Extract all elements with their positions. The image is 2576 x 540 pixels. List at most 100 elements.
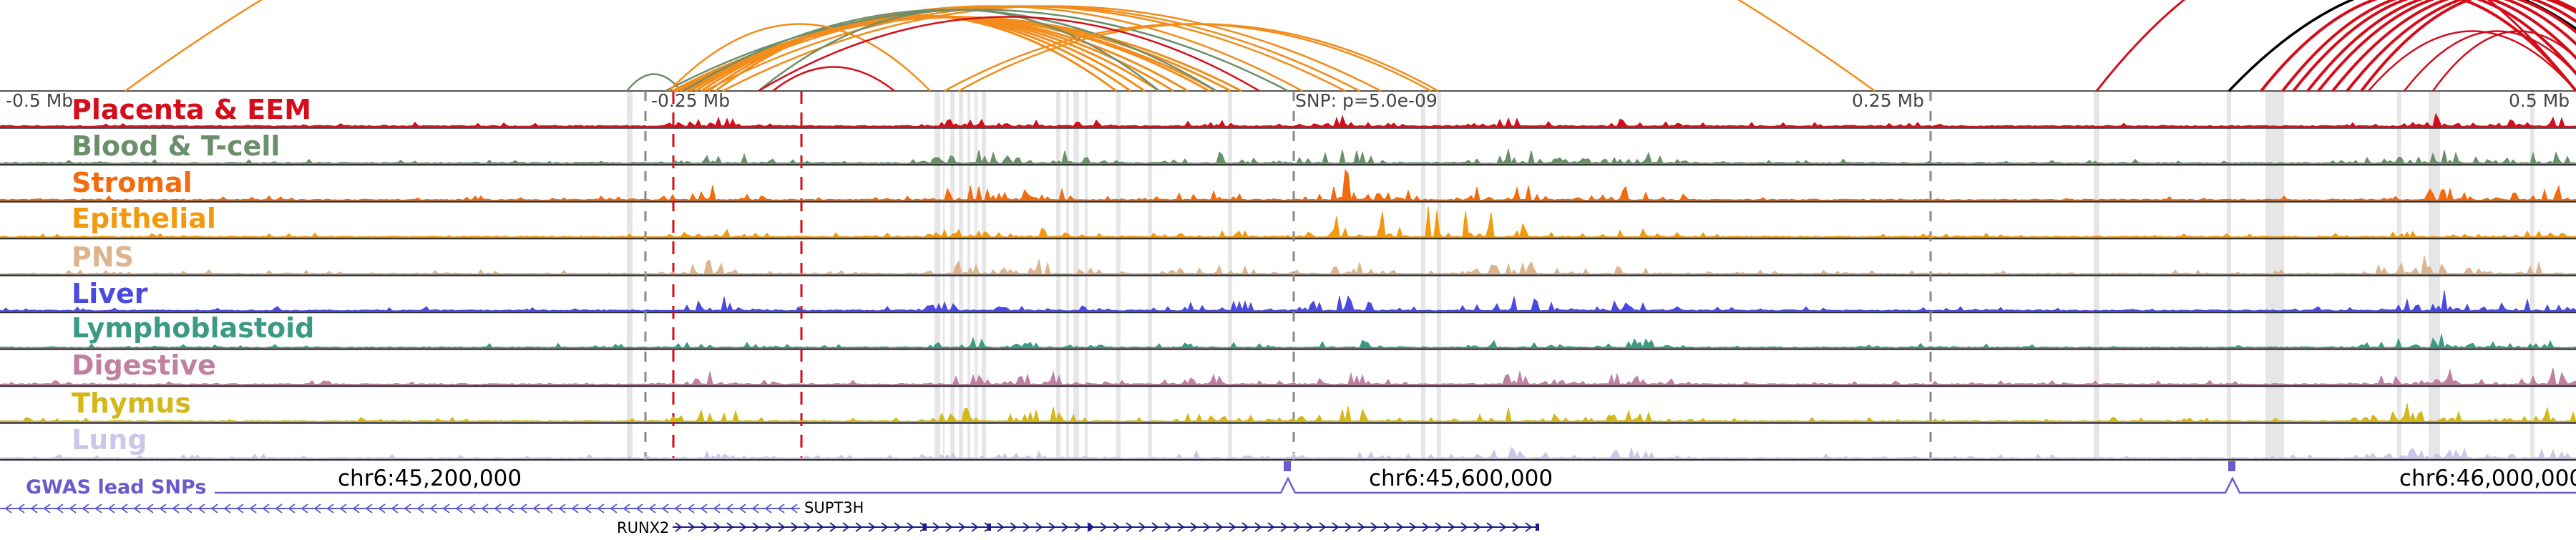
strand-arrow <box>391 503 399 514</box>
strand-arrow <box>1100 522 1108 532</box>
strand-arrow <box>1190 522 1198 532</box>
strand-arrow <box>1499 522 1507 532</box>
strand-arrow <box>687 503 695 514</box>
strand-arrow <box>43 503 51 514</box>
interaction-arc <box>2260 0 2576 92</box>
strand-arrow <box>378 503 386 514</box>
interaction-arc <box>2317 0 2576 92</box>
strand-arrow <box>1229 522 1236 532</box>
strand-arrow <box>197 503 205 514</box>
strand-arrow <box>1267 522 1275 532</box>
interaction-arc <box>958 23 1439 92</box>
interaction-arc <box>2292 0 2576 92</box>
strand-arrow <box>1023 522 1030 532</box>
signal-track <box>0 255 2576 275</box>
interaction-arc <box>2404 30 2576 92</box>
strand-arrow <box>1241 522 1249 532</box>
strand-arrow <box>30 503 38 514</box>
strand-arrow <box>1035 522 1043 532</box>
strand-arrow <box>907 522 914 532</box>
strand-arrow <box>1177 522 1185 532</box>
strand-arrow <box>146 503 154 514</box>
strand-arrow <box>313 503 321 514</box>
strand-arrow <box>352 503 360 514</box>
strand-arrow <box>816 522 824 532</box>
gwas-track-label: GWAS lead SNPs <box>26 476 207 498</box>
gene-exon <box>923 524 927 531</box>
strand-arrow <box>675 522 683 532</box>
signal-track <box>0 403 2576 423</box>
strand-arrow <box>481 503 489 514</box>
strand-arrow <box>791 522 799 532</box>
signal-track <box>0 149 2576 165</box>
strand-arrow <box>597 503 605 514</box>
ruler-label-minus-0-25: -0.25 Mb <box>651 90 731 111</box>
strand-arrow <box>1332 522 1340 532</box>
gene-label-runx2: RUNX2 <box>617 519 670 536</box>
ruler-label-minus-0-5: -0.5 Mb <box>6 90 74 111</box>
strand-arrow <box>56 503 64 514</box>
strand-arrow <box>172 503 180 514</box>
interaction-arc <box>2368 30 2576 92</box>
strand-arrow <box>623 503 630 514</box>
strand-arrow <box>1448 522 1455 532</box>
strand-arrow <box>868 522 876 532</box>
gene-label-supt3h: SUPT3H <box>804 499 864 516</box>
track-label-digestive: Digestive <box>72 349 216 381</box>
signal-track <box>0 334 2576 349</box>
strand-arrow <box>1074 522 1082 532</box>
interaction-arc <box>2306 0 2576 92</box>
strand-arrow <box>1138 522 1146 532</box>
strand-arrow <box>326 503 334 514</box>
strand-arrow <box>1345 522 1352 532</box>
strand-arrow <box>1460 522 1468 532</box>
ruler-label-plus-0-5: 0.5 Mb <box>2509 90 2570 111</box>
strand-arrow <box>1293 522 1301 532</box>
ruler-label-plus-0-25: 0.25 Mb <box>1852 90 1925 111</box>
strand-arrow <box>1370 522 1378 532</box>
strand-arrow <box>223 503 231 514</box>
signal-track <box>0 169 2576 202</box>
interaction-arc <box>2346 0 2576 92</box>
strand-arrow <box>855 522 863 532</box>
strand-arrow <box>635 503 643 514</box>
strand-arrow <box>610 503 618 514</box>
gwas-track-line <box>215 476 2576 494</box>
track-label-blood: Blood & T-cell <box>72 130 280 162</box>
signal-track <box>0 206 2576 238</box>
track-label-placenta: Placenta & EEM <box>72 94 312 125</box>
strand-arrow <box>545 503 553 514</box>
strand-arrow <box>894 522 902 532</box>
strand-arrow <box>777 503 785 514</box>
interaction-arc <box>2331 0 2576 92</box>
strand-arrow <box>275 503 283 514</box>
strand-arrow <box>713 522 721 532</box>
strand-arrow <box>1306 522 1314 532</box>
signal-track <box>0 112 2576 127</box>
strand-arrow <box>339 503 347 514</box>
ruler-label-snp: SNP: p=5.0e-09 <box>1295 90 1438 111</box>
strand-arrow <box>881 522 889 532</box>
strand-arrow <box>532 503 540 514</box>
interaction-arc <box>2431 30 2576 92</box>
strand-arrow <box>69 503 77 514</box>
strand-arrow <box>764 503 772 514</box>
interaction-arc <box>686 5 1346 92</box>
strand-arrow <box>945 522 953 532</box>
strand-arrow <box>1254 522 1262 532</box>
signal-track <box>0 290 2576 312</box>
gwas-snp-marker <box>2228 461 2235 471</box>
interaction-arc <box>2095 0 2576 92</box>
signal-track <box>0 446 2576 459</box>
track-label-pns: PNS <box>72 241 135 273</box>
strand-arrow <box>494 503 502 514</box>
strand-arrow <box>661 503 669 514</box>
gene-exon <box>1536 524 1539 531</box>
strand-arrow <box>82 503 89 514</box>
strand-arrow <box>804 522 811 532</box>
strand-arrow <box>1113 522 1121 532</box>
strand-arrow <box>1010 522 1018 532</box>
strand-arrow <box>262 503 270 514</box>
strand-arrow <box>751 503 759 514</box>
